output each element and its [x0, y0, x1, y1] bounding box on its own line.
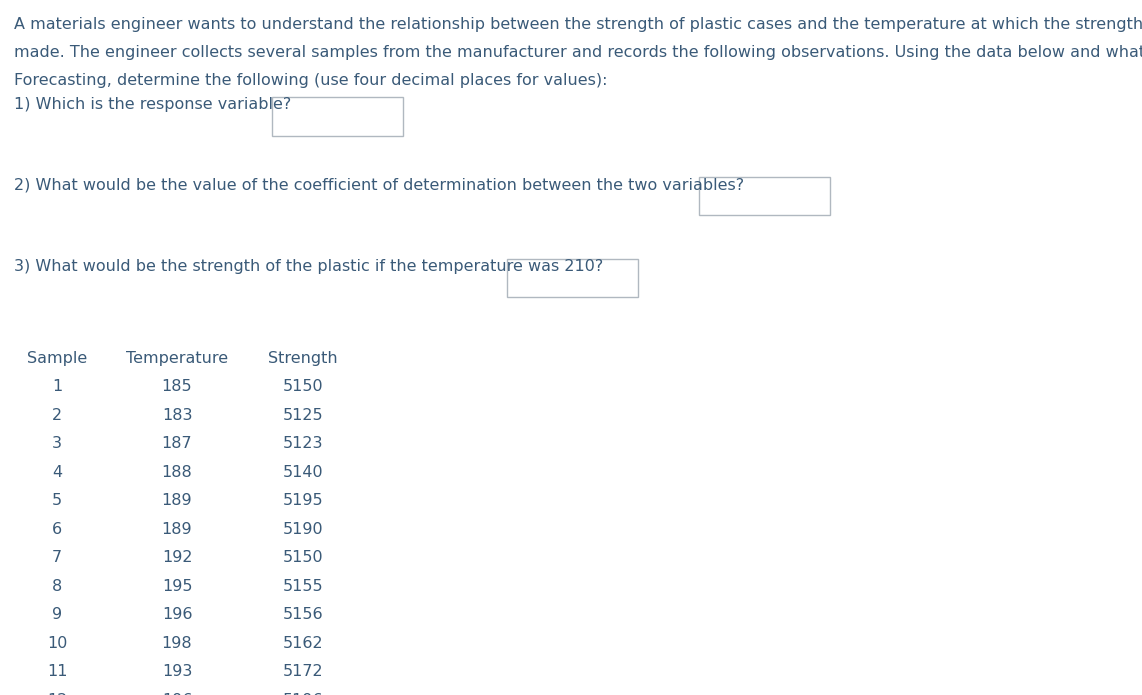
FancyBboxPatch shape	[699, 177, 830, 215]
Text: 1) Which is the response variable?: 1) Which is the response variable?	[14, 97, 291, 113]
Text: Sample: Sample	[27, 351, 87, 366]
Text: A materials engineer wants to understand the relationship between the strength o: A materials engineer wants to understand…	[14, 17, 1142, 33]
Text: 188: 188	[162, 465, 192, 480]
FancyBboxPatch shape	[507, 259, 638, 297]
Text: 5140: 5140	[282, 465, 323, 480]
Text: 196: 196	[162, 607, 192, 623]
Text: 10: 10	[47, 636, 67, 651]
Text: 193: 193	[162, 664, 192, 680]
Text: 3) What would be the strength of the plastic if the temperature was 210?: 3) What would be the strength of the pla…	[14, 259, 603, 274]
Text: 11: 11	[47, 664, 67, 680]
Text: 5155: 5155	[282, 579, 323, 594]
Text: 189: 189	[162, 522, 192, 537]
Text: Forecasting, determine the following (use four decimal places for values):: Forecasting, determine the following (us…	[14, 73, 608, 88]
FancyBboxPatch shape	[272, 97, 403, 136]
Text: 5195: 5195	[282, 493, 323, 509]
Text: Temperature: Temperature	[126, 351, 228, 366]
Text: 5150: 5150	[282, 550, 323, 566]
Text: 5162: 5162	[282, 636, 323, 651]
Text: 8: 8	[53, 579, 62, 594]
Text: 5150: 5150	[282, 379, 323, 395]
Text: 183: 183	[162, 408, 192, 423]
Text: 12: 12	[47, 693, 67, 695]
Text: 4: 4	[53, 465, 62, 480]
Text: 9: 9	[53, 607, 62, 623]
Text: 1: 1	[53, 379, 62, 395]
Text: 2) What would be the value of the coefficient of determination between the two v: 2) What would be the value of the coeffi…	[14, 177, 743, 193]
Text: 195: 195	[162, 579, 192, 594]
Text: 187: 187	[162, 436, 192, 452]
Text: Strength: Strength	[268, 351, 337, 366]
Text: 5190: 5190	[282, 522, 323, 537]
Text: 2: 2	[53, 408, 62, 423]
Text: 5: 5	[53, 493, 62, 509]
Text: 3: 3	[53, 436, 62, 452]
Text: 5123: 5123	[282, 436, 323, 452]
Text: 192: 192	[162, 550, 192, 566]
Text: 6: 6	[53, 522, 62, 537]
Text: 5156: 5156	[282, 607, 323, 623]
Text: made. The engineer collects several samples from the manufacturer and records th: made. The engineer collects several samp…	[14, 45, 1142, 60]
Text: 5172: 5172	[282, 664, 323, 680]
Text: 189: 189	[162, 493, 192, 509]
Text: 196: 196	[162, 693, 192, 695]
Text: 185: 185	[162, 379, 192, 395]
Text: 7: 7	[53, 550, 62, 566]
Text: 198: 198	[162, 636, 192, 651]
Text: 5196: 5196	[282, 693, 323, 695]
Text: 5125: 5125	[282, 408, 323, 423]
